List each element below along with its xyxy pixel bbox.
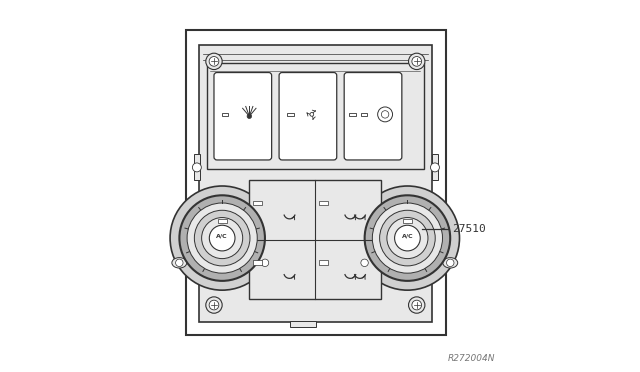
Bar [319, 201, 328, 205]
Circle shape [209, 300, 219, 310]
Bar [431, 154, 438, 180]
Circle shape [195, 210, 250, 266]
Bar [222, 112, 228, 116]
Bar [186, 30, 447, 335]
Circle shape [206, 53, 222, 70]
Circle shape [412, 300, 422, 310]
Bar [248, 180, 381, 299]
Circle shape [365, 195, 450, 281]
Text: R272004N: R272004N [447, 354, 495, 363]
Circle shape [261, 259, 269, 266]
Text: A/C: A/C [402, 234, 413, 239]
Circle shape [247, 114, 252, 118]
Circle shape [378, 107, 392, 122]
Circle shape [372, 203, 442, 273]
Ellipse shape [357, 257, 372, 268]
Bar [199, 45, 431, 322]
Circle shape [381, 110, 389, 118]
Circle shape [193, 163, 202, 172]
Circle shape [447, 259, 454, 266]
Ellipse shape [443, 257, 458, 268]
Ellipse shape [172, 257, 187, 268]
Circle shape [412, 57, 422, 66]
Bar [360, 112, 367, 116]
Circle shape [387, 218, 428, 259]
Text: A/C: A/C [216, 234, 228, 239]
Circle shape [206, 297, 222, 313]
Text: 27510: 27510 [452, 224, 486, 234]
Bar [291, 321, 316, 327]
FancyBboxPatch shape [279, 73, 337, 160]
Circle shape [395, 225, 420, 251]
Circle shape [380, 210, 435, 266]
Bar [218, 219, 227, 223]
Bar [193, 154, 200, 180]
Circle shape [193, 226, 202, 235]
FancyBboxPatch shape [344, 73, 402, 160]
Bar [287, 112, 294, 116]
Circle shape [202, 218, 243, 259]
Ellipse shape [257, 257, 273, 268]
Circle shape [310, 112, 314, 116]
Circle shape [431, 163, 440, 172]
Circle shape [187, 203, 257, 273]
FancyBboxPatch shape [214, 73, 271, 160]
Circle shape [408, 53, 425, 70]
Bar [253, 260, 262, 265]
Bar [403, 219, 412, 223]
Bar [193, 218, 200, 244]
Bar [207, 63, 424, 169]
Circle shape [209, 225, 235, 251]
Circle shape [355, 186, 460, 290]
Circle shape [361, 259, 368, 266]
Circle shape [175, 259, 183, 266]
Circle shape [209, 57, 219, 66]
Bar [349, 112, 356, 116]
Circle shape [431, 226, 440, 235]
Bar [319, 260, 328, 265]
Bar [431, 218, 438, 244]
Bar [253, 201, 262, 205]
Circle shape [170, 186, 275, 290]
Circle shape [179, 195, 265, 281]
Circle shape [408, 297, 425, 313]
